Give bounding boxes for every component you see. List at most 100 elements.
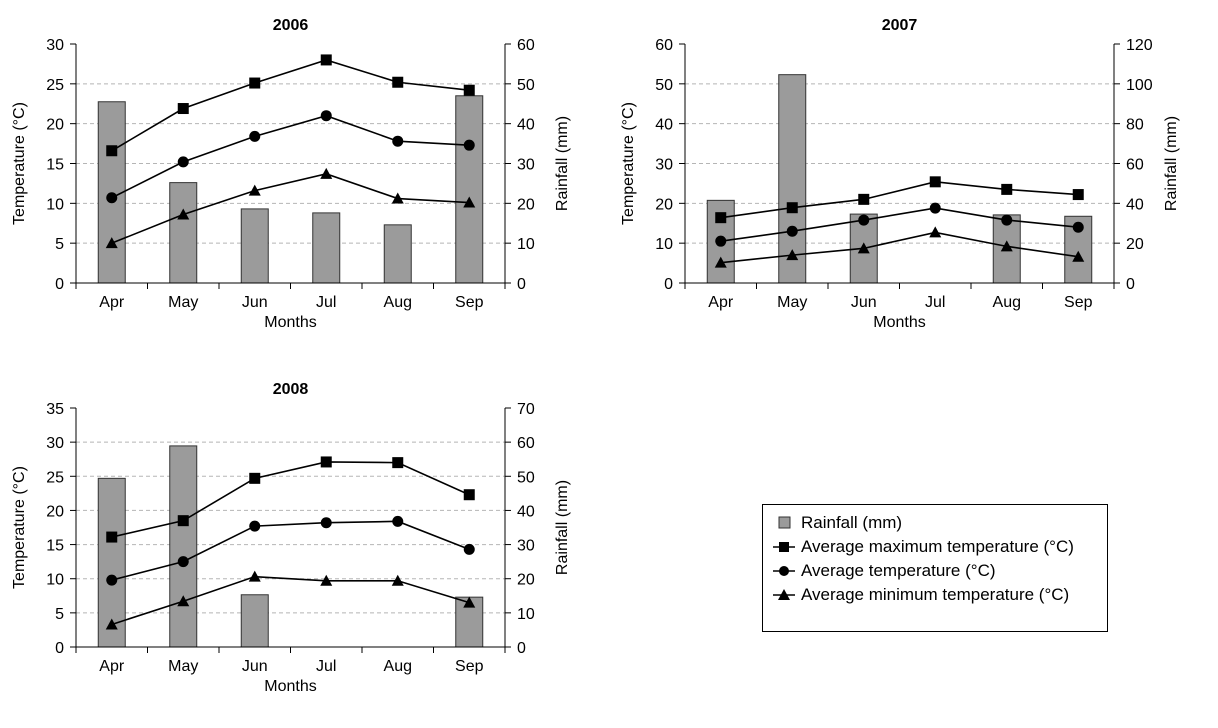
legend-square-marker (773, 542, 795, 552)
tmin-marker-may (177, 595, 190, 607)
left-tick-label: 50 (655, 77, 673, 94)
tmin-marker-apr (105, 618, 118, 630)
tmax-marker-aug (1001, 183, 1013, 195)
right-tick-label: 10 (517, 236, 535, 253)
legend-label-tmax: Average maximum temperature (°C) (801, 537, 1074, 556)
right-tick-label: 50 (517, 469, 535, 486)
x-tick-label: May (777, 294, 807, 311)
tavg-line (111, 114, 470, 199)
legend-circle-marker (773, 566, 795, 576)
tmin-marker-jul (320, 167, 333, 179)
rainfall-bar-aug (383, 224, 412, 284)
left-tick-label: 10 (46, 572, 64, 589)
chart-2007: 0 10 20 30 40 50 60 0 20 40 60 80 100 120 Apr May Jun Jul… (620, 17, 1180, 331)
tavg-marker-apr (715, 235, 727, 247)
tmin-marker-sep (1072, 250, 1085, 262)
tmax-marker-sep (463, 84, 475, 96)
y-axis-label-right: Rainfall (mm) (1163, 116, 1180, 211)
right-tick-label: 0 (517, 276, 526, 293)
left-tick-label: 20 (46, 117, 64, 134)
tmax-marker-jul (929, 176, 941, 188)
y-axis-label-left: Temperature (°C) (620, 102, 637, 225)
tmax-marker-sep (463, 489, 475, 501)
tavg-marker-aug (392, 135, 404, 147)
right-tick-label: 60 (517, 435, 535, 452)
x-axis-label: Months (873, 314, 925, 331)
right-tick-label: 40 (517, 117, 535, 134)
tmax-line (720, 181, 1079, 219)
right-tick-label: 10 (517, 606, 535, 623)
y-axis-label-right: Rainfall (mm) (554, 116, 571, 211)
right-tick-label: 30 (517, 538, 535, 555)
x-tick-label: Apr (99, 294, 125, 311)
x-tick-label: Jul (316, 294, 336, 311)
tmax-marker-jul (320, 54, 332, 66)
tmin-marker-may (177, 208, 190, 220)
tmax-marker-apr (106, 531, 118, 543)
tmin-line (111, 173, 470, 244)
tmax-marker-jun (249, 472, 261, 484)
legend-triangle-marker (773, 589, 795, 600)
tavg-marker-jul (320, 110, 332, 122)
x-tick-label: Jul (925, 294, 945, 311)
tmax-marker-aug (392, 76, 404, 88)
x-tick-label: Jun (242, 658, 268, 675)
tavg-marker-sep (1072, 221, 1084, 233)
chart-title: 2008 (273, 381, 309, 398)
right-tick-label: 60 (517, 37, 535, 54)
tavg-marker-aug (392, 515, 404, 527)
right-tick-label: 20 (517, 572, 535, 589)
tavg-line (111, 520, 470, 581)
right-tick-label: 40 (517, 503, 535, 520)
y-axis-label-left: Temperature (°C) (11, 102, 28, 225)
rainfall-bar-sep (455, 95, 484, 284)
tavg-marker-may (786, 225, 798, 237)
left-tick-label: 25 (46, 77, 64, 94)
tavg-marker-sep (463, 543, 475, 555)
tavg-marker-jul (929, 202, 941, 214)
right-tick-label: 70 (517, 401, 535, 418)
tavg-marker-sep (463, 139, 475, 151)
tavg-marker-aug (1001, 214, 1013, 226)
tmax-marker-apr (106, 145, 118, 157)
left-tick-label: 30 (655, 157, 673, 174)
chart-2008: 0 5 10 15 20 25 30 35 0 10 20 30 40 50 60 70 Apr May Jun Ju… (11, 381, 571, 695)
tmax-marker-jun (249, 77, 261, 89)
right-tick-label: 100 (1126, 77, 1153, 94)
left-tick-label: 5 (55, 236, 64, 253)
x-tick-label: Jul (316, 658, 336, 675)
tavg-marker-may (177, 556, 189, 568)
tmin-marker-jul (929, 226, 942, 238)
tmin-marker-jul (320, 574, 333, 586)
x-tick-label: Apr (99, 658, 125, 675)
tmin-marker-sep (463, 196, 476, 208)
tmax-line (111, 461, 470, 538)
left-tick-label: 10 (46, 196, 64, 213)
tmin-marker-apr (714, 256, 727, 268)
tavg-line (720, 207, 1079, 242)
x-axis-label: Months (264, 314, 316, 331)
tavg-marker-apr (106, 574, 118, 586)
tmin-line (111, 575, 470, 626)
x-tick-label: Jun (851, 294, 877, 311)
tmax-marker-aug (392, 457, 404, 469)
tavg-marker-jun (858, 214, 870, 226)
legend: Rainfall (mm) Average maximum temperatur… (762, 504, 1108, 632)
right-tick-label: 60 (1126, 157, 1144, 174)
tavg-marker-jun (249, 520, 261, 532)
left-tick-label: 60 (655, 37, 673, 54)
rainfall-bar-may (169, 445, 198, 648)
tavg-marker-jul (320, 517, 332, 529)
left-tick-label: 15 (46, 538, 64, 555)
right-tick-label: 20 (1126, 236, 1144, 253)
right-tick-label: 30 (517, 157, 535, 174)
rainfall-bar-may (169, 182, 198, 284)
x-axis-label: Months (264, 678, 316, 695)
x-tick-label: Aug (993, 294, 1021, 311)
tavg-marker-apr (106, 192, 118, 204)
right-tick-label: 40 (1126, 196, 1144, 213)
x-tick-label: May (168, 658, 198, 675)
left-tick-label: 35 (46, 401, 64, 418)
tmax-marker-jun (858, 193, 870, 205)
right-tick-label: 120 (1126, 37, 1153, 54)
